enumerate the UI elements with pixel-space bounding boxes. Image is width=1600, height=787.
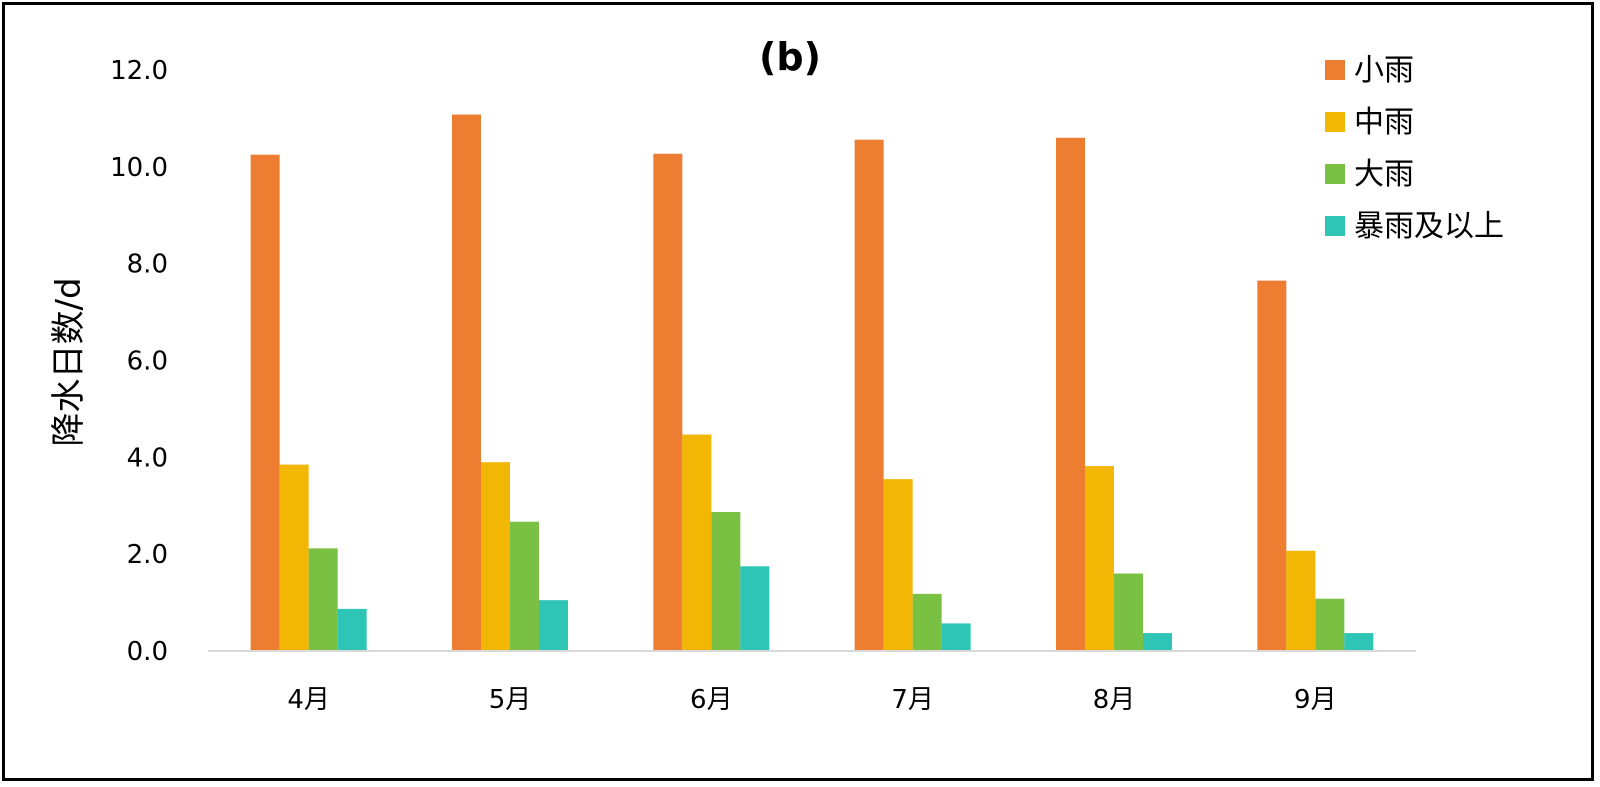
legend-label: 中雨 [1354, 105, 1414, 140]
bar-1-3 [539, 600, 568, 651]
x-tick-label: 8月 [1093, 685, 1136, 715]
bar-3-0 [854, 139, 884, 651]
bar-5-3 [1344, 633, 1374, 651]
legend-swatch [1325, 112, 1345, 132]
bar-2-3 [740, 566, 770, 651]
bar-5-2 [1315, 598, 1345, 651]
bar-2-2 [711, 512, 741, 651]
y-tick-label: 0.0 [127, 637, 168, 667]
y-tick-label: 4.0 [127, 443, 168, 473]
y-tick-label: 12.0 [110, 56, 168, 86]
bar-3-2 [912, 593, 942, 651]
bar-0-0 [250, 154, 280, 651]
bar-5-0 [1257, 280, 1287, 651]
legend-swatch [1325, 60, 1345, 80]
x-tick-label: 5月 [489, 685, 532, 715]
bar-0-3 [337, 608, 367, 651]
y-tick-label: 10.0 [110, 153, 168, 183]
bar-4-0 [1056, 137, 1085, 652]
x-tick-label: 6月 [690, 685, 733, 715]
legend-swatch [1325, 164, 1345, 184]
legend-label: 暴雨及以上 [1354, 209, 1504, 244]
legend-label: 小雨 [1354, 53, 1414, 88]
bar-0-1 [279, 464, 309, 651]
bar-2-1 [682, 434, 712, 651]
bar-3-1 [883, 479, 913, 651]
bar-0-2 [308, 548, 338, 651]
bar-2-0 [653, 153, 683, 651]
bar-1-0 [452, 114, 481, 651]
x-tick-label: 4月 [287, 685, 330, 715]
bar-3-3 [941, 623, 971, 651]
bar-4-1 [1085, 466, 1114, 651]
bar-4-3 [1143, 633, 1172, 651]
bars [250, 114, 1374, 652]
bar-1-2 [510, 521, 539, 651]
chart-title: (b) [759, 35, 821, 79]
bar-5-1 [1286, 550, 1316, 651]
x-tick-label: 7月 [891, 685, 934, 715]
y-axis-ticks: 0.0 2.0 4.0 6.0 8.0 10.0 12.0 [110, 56, 168, 667]
y-tick-label: 6.0 [127, 347, 168, 377]
bar-1-1 [481, 462, 510, 651]
x-axis-ticks: 4月 5月 6月 7月 8月 9月 [287, 685, 1336, 715]
bar-4-2 [1114, 573, 1143, 651]
legend-swatch [1325, 216, 1345, 236]
x-tick-label: 9月 [1294, 685, 1337, 715]
y-tick-label: 2.0 [127, 540, 168, 570]
legend-label: 大雨 [1354, 157, 1414, 192]
y-tick-label: 8.0 [127, 250, 168, 280]
y-axis-label: 降水日数/d [49, 277, 89, 446]
